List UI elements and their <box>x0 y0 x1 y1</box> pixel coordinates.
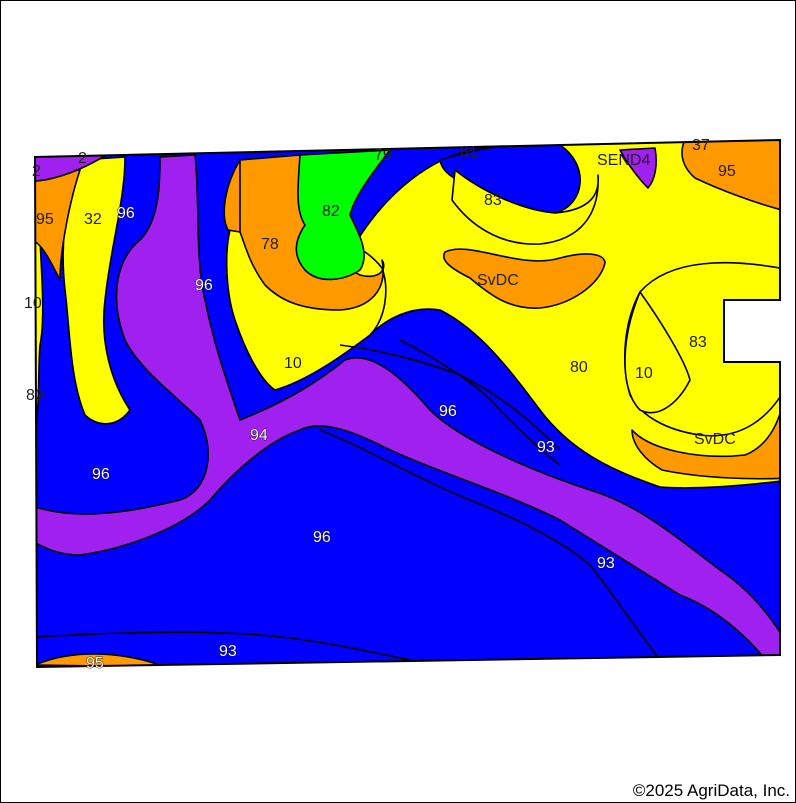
label-96c: 96 <box>439 403 457 420</box>
zone-32-yellow-west <box>62 156 131 425</box>
label-32: 32 <box>84 211 102 228</box>
copyright-notice: ©2025 AgriData, Inc. <box>632 781 790 800</box>
label-send4: SEND4 <box>597 152 650 169</box>
zone-78-orange-west-edge <box>223 159 241 233</box>
zone-95-orange-ne <box>681 140 780 213</box>
label-96d: 96 <box>92 466 110 483</box>
boundary-line-b <box>319 429 661 661</box>
label-96a: 96 <box>117 205 135 222</box>
label-93a: 93 <box>537 439 555 456</box>
label-svdc-a: SvDC <box>477 272 519 289</box>
label-93b: 93 <box>597 555 615 572</box>
label-82: 82 <box>322 203 340 220</box>
label-2b: 2 <box>78 150 87 167</box>
zone-svdc-orange-center <box>443 248 606 309</box>
label-37: 37 <box>692 137 710 154</box>
zone-95-orange-west <box>35 169 81 281</box>
label-80a: 80 <box>570 359 588 376</box>
label-96b: 96 <box>195 277 213 294</box>
label-78: 78 <box>261 236 279 253</box>
label-10a: 10 <box>24 295 42 312</box>
zone-83-yellow-north <box>451 169 600 245</box>
zone-send4-purple <box>619 147 657 189</box>
field-boundary <box>33 138 781 669</box>
label-93c: 93 <box>219 643 237 660</box>
label-10c: 10 <box>635 365 653 382</box>
label-83a: 83 <box>484 192 502 209</box>
boundary-line-c <box>35 631 421 663</box>
zone-82-green <box>295 149 391 281</box>
label-10b: 10 <box>284 355 302 372</box>
zone-svdc-orange-east <box>631 379 780 480</box>
label-80b: 80 <box>26 387 44 404</box>
boundary-line-d <box>399 339 561 466</box>
label-94: 94 <box>250 427 268 444</box>
label-96e: 96 <box>313 529 331 546</box>
zone-10-yellow-east <box>624 291 691 414</box>
label-95a: 95 <box>718 163 736 180</box>
zone-labels: 2 2 79 81 37 SEND4 95 95 32 96 82 83 78 … <box>24 137 736 672</box>
label-79: 79 <box>374 147 392 164</box>
label-svdc-b: SvDC <box>694 431 736 448</box>
zone-94-purple-band <box>35 154 780 666</box>
label-81: 81 <box>460 144 478 161</box>
label-83b: 83 <box>689 334 707 351</box>
label-95c: 95 <box>86 655 104 672</box>
label-95b: 95 <box>36 211 54 228</box>
label-2a: 2 <box>32 163 41 180</box>
